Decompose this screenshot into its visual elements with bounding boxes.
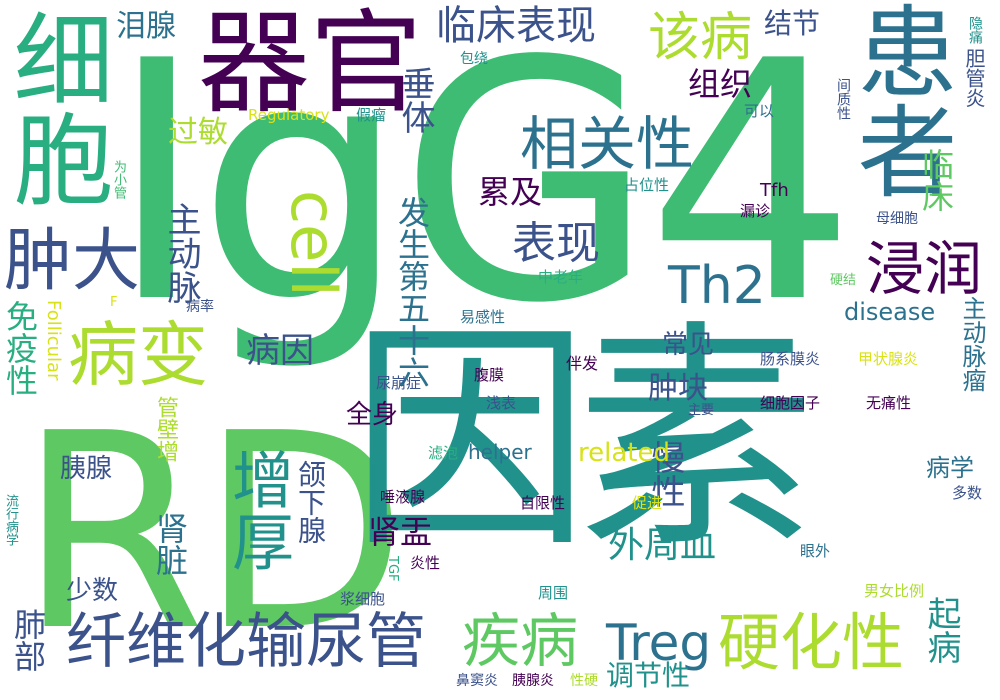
word-changjian: 常见 <box>662 330 715 360</box>
word-biaoxian: 表现 <box>512 218 600 269</box>
word-danguanyan: 胆管炎 <box>962 48 986 108</box>
word-shenyu: 肾盂 <box>368 513 433 551</box>
word-zhongkuai: 肿块 <box>648 371 708 406</box>
word-changximoyan: 肠系膜炎 <box>760 350 821 368</box>
word-yinni: 隐痛 <box>967 16 983 44</box>
word-waizhouxue: 外周血 <box>608 525 717 566</box>
word-leiji: 累及 <box>478 173 543 211</box>
word-cujin: 促进 <box>632 494 663 512</box>
word-bingxue: 病学 <box>926 454 974 482</box>
word-follicular: Follicular <box>43 300 64 381</box>
word-bingbian: 病变 <box>68 314 208 396</box>
word-jinrun: 浸润 <box>866 235 983 303</box>
word-banfa: 伴发 <box>566 354 599 373</box>
word-hexiaxian: 颌下腺 <box>294 460 327 544</box>
word-qibing: 起病 <box>921 596 961 664</box>
word-shaoshu: 少数 <box>66 576 119 606</box>
word-treg: Treg <box>606 614 712 672</box>
word-jibing: 疾病 <box>462 607 579 675</box>
word-guomin: 过敏 <box>168 115 228 150</box>
word-shuiyexian: 唾液腺 <box>380 488 426 506</box>
word-related: related <box>578 438 670 468</box>
word-yinghuaxing: 硬化性 <box>718 606 905 679</box>
word-shenzang: 肾脏 <box>151 512 189 576</box>
word-chuiti: 垂体 <box>395 66 435 134</box>
word-jiejie: 结节 <box>764 7 821 40</box>
word-linchuangbiaoxian: 临床表现 <box>436 3 596 49</box>
word-yinggan: 硬结 <box>830 273 857 288</box>
word-zhonglaonian: 中老年 <box>538 268 584 286</box>
word-yixian: 胰腺 <box>60 454 113 484</box>
word-xianweihua: 纤维化输尿管 <box>66 607 426 677</box>
word-zuzhi: 组织 <box>688 65 753 103</box>
word-huanzhe: 患者 <box>840 0 957 200</box>
word-yinsu: 因素 <box>350 300 816 580</box>
word-fumo: 腹膜 <box>474 366 505 384</box>
word-zixianxing: 自限性 <box>520 494 566 512</box>
word-xibao: 细胞 <box>0 8 113 208</box>
word-gaibing: 该病 <box>648 8 753 68</box>
word-qiguan: 器官 <box>198 0 422 129</box>
word-xibaoyinzi: 细胞因子 <box>760 394 821 412</box>
word-wutongxing: 无痛性 <box>866 394 912 412</box>
word-zhongda: 肿大 <box>4 222 141 301</box>
word-yiganxing: 易感性 <box>460 308 506 326</box>
word-zhouwei: 周围 <box>538 584 569 602</box>
word-regulatory: Regulatory <box>248 106 330 124</box>
word-yanwai: 眼外 <box>800 542 831 560</box>
word-tfh: Tfh <box>760 180 789 201</box>
word-bingxian: 包绕 <box>460 51 488 67</box>
word-th2: Th2 <box>668 256 766 316</box>
word-F: F <box>110 295 118 310</box>
word-zhudongmai: 主动脉 <box>161 202 201 304</box>
word-yixianyan: 胰腺炎 <box>512 673 554 689</box>
word-disease: disease <box>844 298 936 326</box>
word-jiazhuangxianyan: 甲状腺炎 <box>858 350 919 368</box>
word-bidouyan: 鼻窦炎 <box>456 673 498 689</box>
word-xingying: 性硬 <box>570 673 598 689</box>
word-bingyin: 病因 <box>246 331 314 371</box>
word-jiaxiu: 假瘤 <box>356 106 387 124</box>
word-linchuang: 临床 <box>917 148 955 212</box>
word-bingliu: 病率 <box>186 299 214 315</box>
word-jiangxibao: 浆细胞 <box>340 590 386 608</box>
word-lvpao: 滤泡 <box>428 444 459 462</box>
word-manxing: 慢性 <box>645 440 685 508</box>
word-fei: 肺部 <box>9 608 47 672</box>
word-guanbizeng: 管壁增 <box>153 396 178 462</box>
word-igg4: IgG4 <box>108 0 856 375</box>
word-louzhen: 漏诊 <box>740 202 771 220</box>
word-niaobengzheng: 尿崩症 <box>376 374 422 392</box>
word-rd: RD <box>18 375 408 690</box>
word-helper: helper <box>468 440 532 464</box>
word-zhudongmailiu: 主动脉瘤 <box>958 296 986 392</box>
word-tgf: TGF <box>385 556 400 582</box>
word-keyi: 可以 <box>744 102 775 120</box>
word-yanxing: 炎性 <box>410 554 441 572</box>
word-muxibao: 母细胞 <box>876 211 918 227</box>
word-nannvbili: 男女比例 <box>864 582 925 600</box>
word-zhuyao: 主要 <box>688 403 715 418</box>
word-mianyixing: 免疫性 <box>1 300 39 396</box>
word-fashengdiwushiliu: 发生第五十六 <box>393 196 431 388</box>
word-tiaojiexing: 调节性 <box>606 659 691 692</box>
word-duoshu: 多数 <box>952 484 983 502</box>
word-jianzhixing: 间质性 <box>835 78 851 120</box>
word-weixiaoguan: 为小管 <box>111 160 126 199</box>
word-qianbiao: 浅表 <box>486 394 517 412</box>
word-xiangguanxing: 相关性 <box>520 110 695 178</box>
word-liuxingbingxue: 流行病学 <box>3 494 18 546</box>
word-zengchou: 增厚 <box>221 448 294 572</box>
word-cell: cell <box>277 190 350 297</box>
word-leixian: 泪腺 <box>116 9 176 44</box>
word-zhanweixing: 占位性 <box>624 176 670 194</box>
word-quanshen: 全身 <box>346 400 399 430</box>
